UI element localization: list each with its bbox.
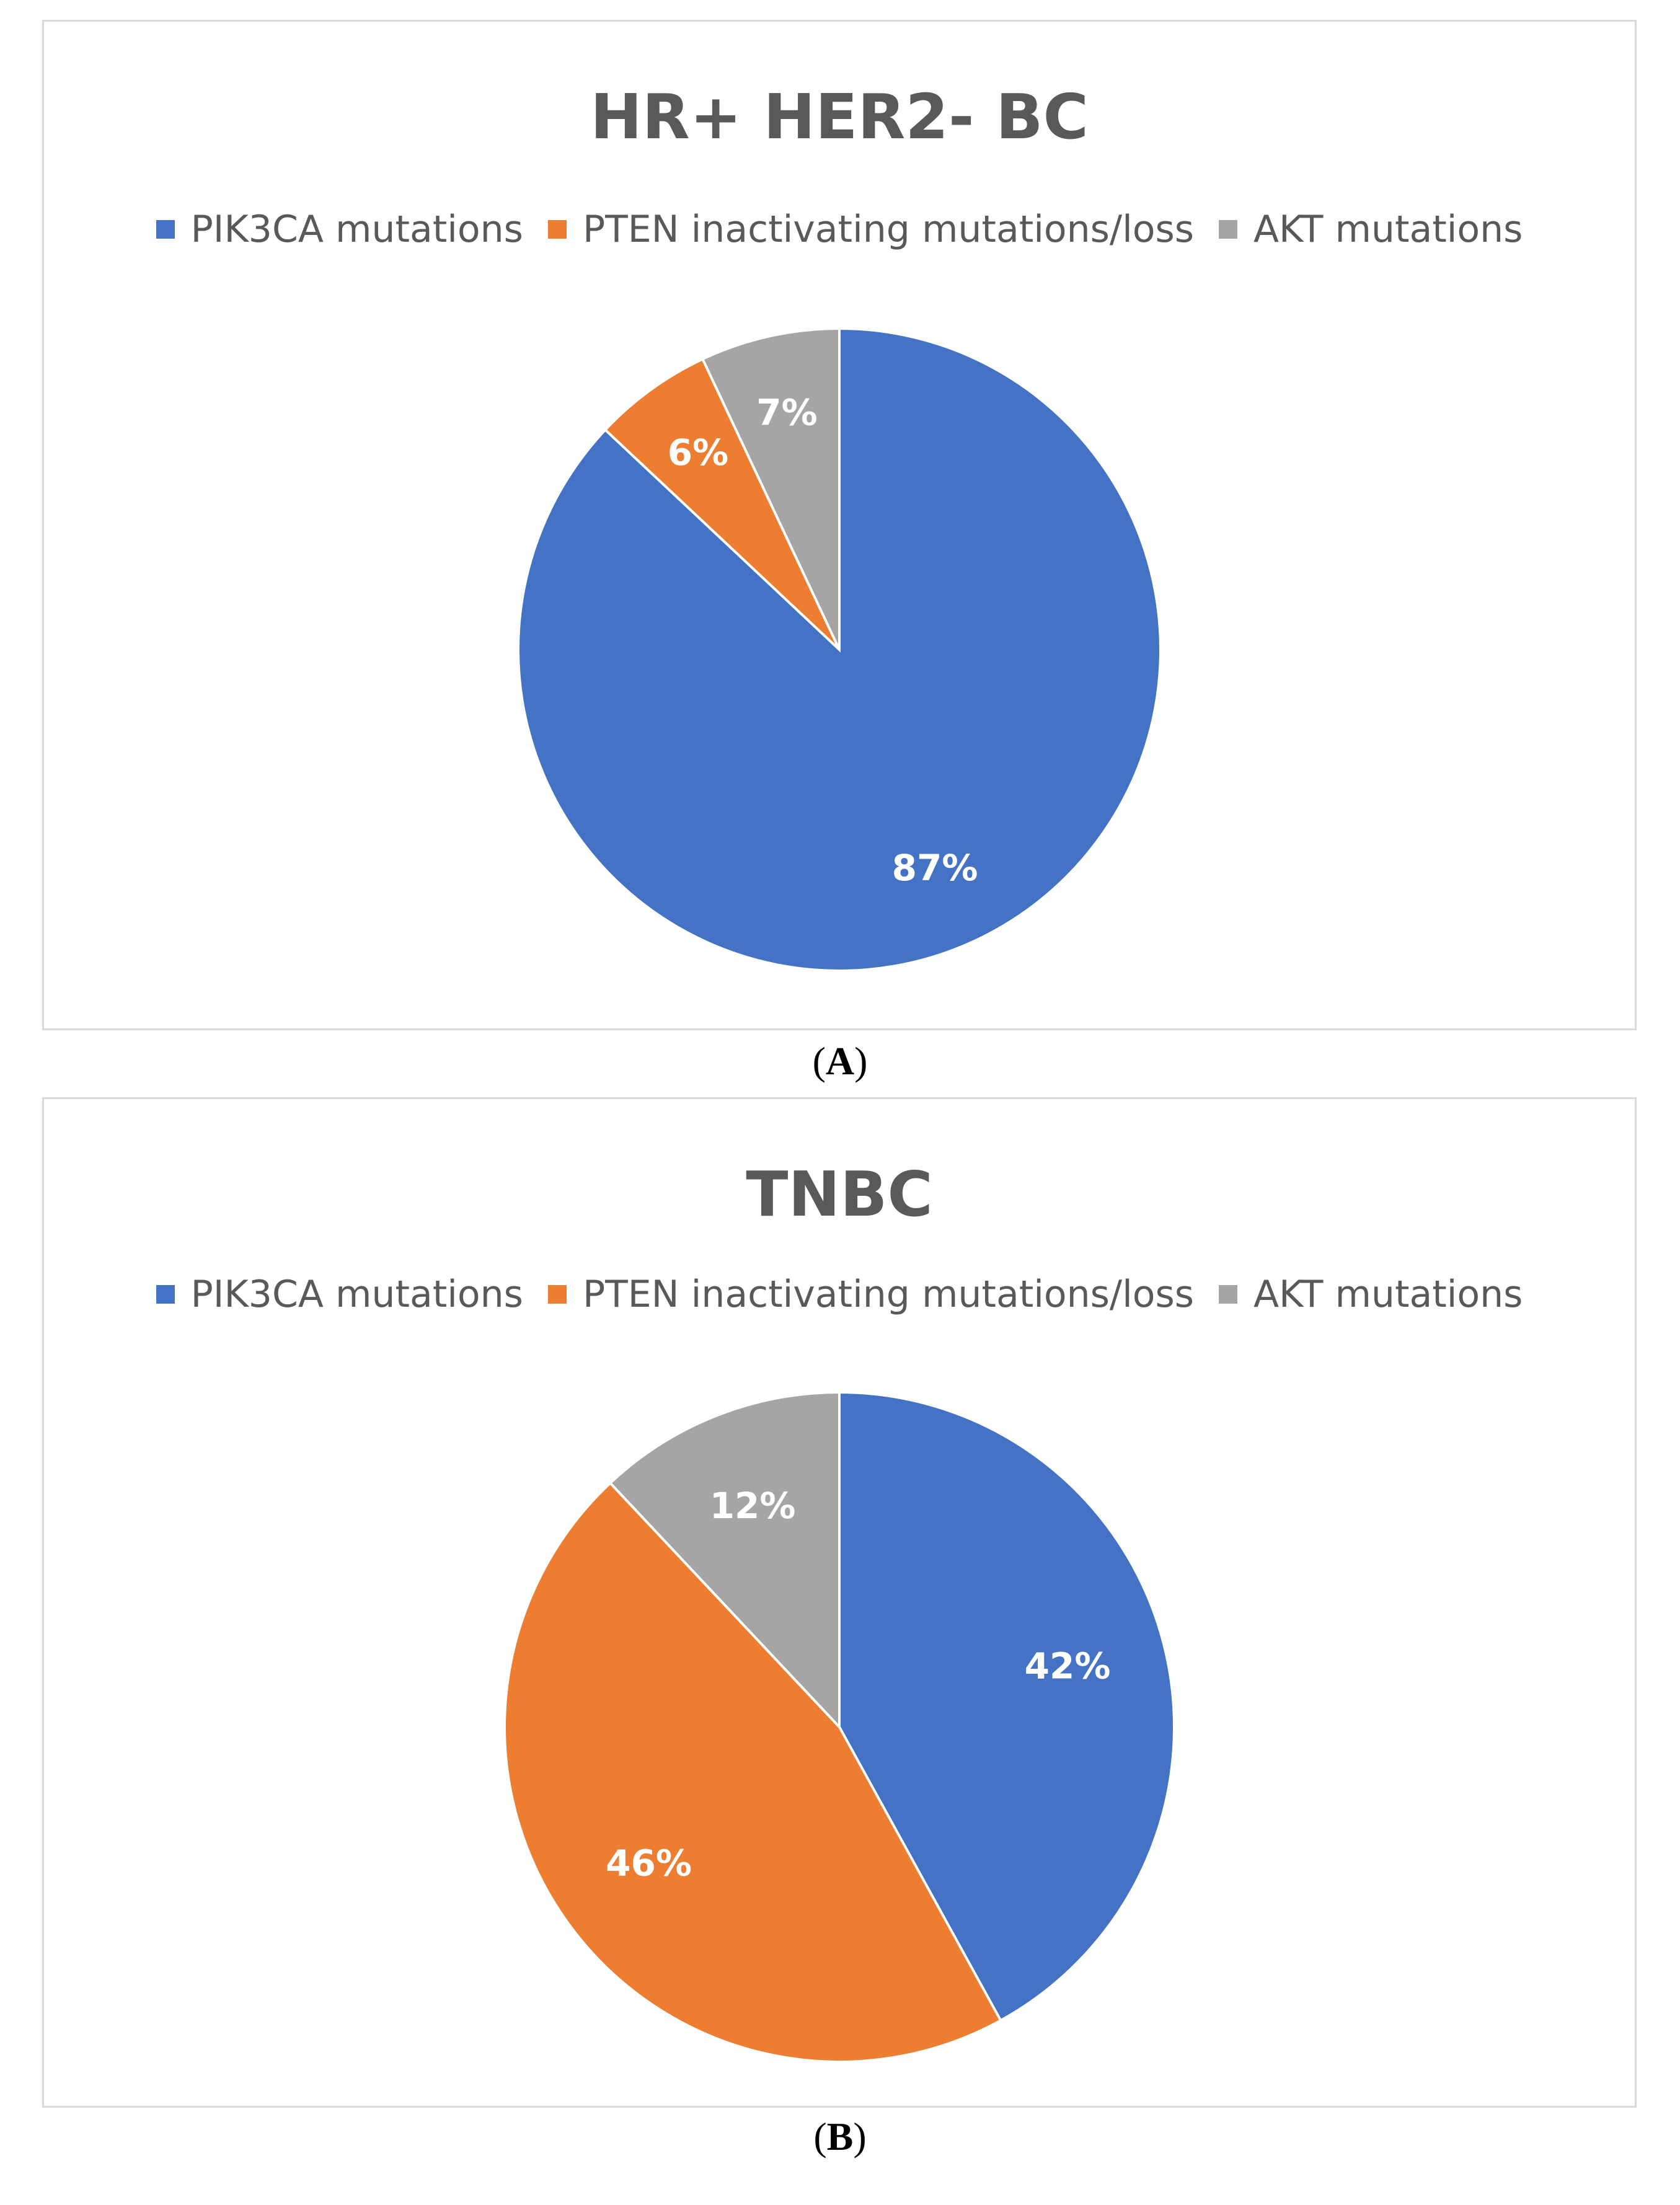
legend-label-pten: PTEN inactivating mutations/loss	[582, 208, 1195, 251]
legend-item-akt: AKT mutations	[1219, 208, 1523, 251]
pie-slice-akt	[608, 1390, 841, 1731]
caption-letter: B	[826, 2114, 854, 2159]
legend-swatch-pik3ca	[156, 1285, 175, 1304]
caption-open-paren: (	[813, 2114, 827, 2159]
data-label-pten: 46%	[606, 1842, 692, 1884]
legend-swatch-pten	[547, 220, 567, 239]
figure-caption-b: (B)	[0, 2114, 1680, 2160]
legend-label-akt: AKT mutations	[1253, 1273, 1523, 1316]
pie-slice-pik3ca	[838, 1390, 1176, 2022]
data-label-akt: 12%	[710, 1485, 796, 1527]
legend-swatch-pten	[547, 1285, 567, 1304]
legend-label-pik3ca: PIK3CA mutations	[190, 1273, 523, 1316]
chart-legend: PIK3CA mutations PTEN inactivating mutat…	[44, 1273, 1635, 1316]
data-label-pik3ca: 42%	[1025, 1645, 1111, 1687]
legend-label-akt: AKT mutations	[1253, 208, 1523, 251]
chart-title: TNBC	[746, 1158, 933, 1231]
data-label-akt: 7%	[756, 391, 817, 433]
chart-panel-a: HR+ HER2- BC PIK3CA mutations PTEN inact…	[42, 20, 1637, 1030]
legend-label-pik3ca: PIK3CA mutations	[190, 208, 523, 251]
pie-chart: 87% 6% 7%	[517, 327, 1162, 972]
legend-swatch-akt	[1219, 1285, 1238, 1304]
legend-item-pten: PTEN inactivating mutations/loss	[547, 1273, 1195, 1316]
legend-item-akt: AKT mutations	[1219, 1273, 1523, 1316]
legend-item-pik3ca: PIK3CA mutations	[156, 1273, 523, 1316]
figure-caption-a: (A)	[0, 1038, 1680, 1084]
caption-open-paren: (	[812, 1039, 826, 1083]
legend-item-pten: PTEN inactivating mutations/loss	[547, 208, 1195, 251]
legend-swatch-akt	[1219, 220, 1238, 239]
legend-label-pten: PTEN inactivating mutations/loss	[582, 1273, 1195, 1316]
caption-close-paren: )	[853, 2114, 867, 2159]
caption-letter: A	[825, 1039, 855, 1083]
legend-item-pik3ca: PIK3CA mutations	[156, 208, 523, 251]
chart-title: HR+ HER2- BC	[590, 81, 1089, 153]
data-label-pik3ca: 87%	[892, 847, 978, 889]
pie-slice-akt	[701, 327, 841, 650]
chart-panel-b: TNBC PIK3CA mutations PTEN inactivating …	[42, 1097, 1637, 2108]
pie-chart: 42% 46% 12%	[503, 1390, 1176, 2064]
legend-swatch-pik3ca	[156, 220, 175, 239]
pie-slice-pten	[603, 357, 841, 651]
data-label-pten: 6%	[668, 431, 728, 474]
pie-slice-pten	[503, 1481, 1002, 2064]
chart-legend: PIK3CA mutations PTEN inactivating mutat…	[44, 208, 1635, 251]
caption-close-paren: )	[854, 1039, 868, 1083]
